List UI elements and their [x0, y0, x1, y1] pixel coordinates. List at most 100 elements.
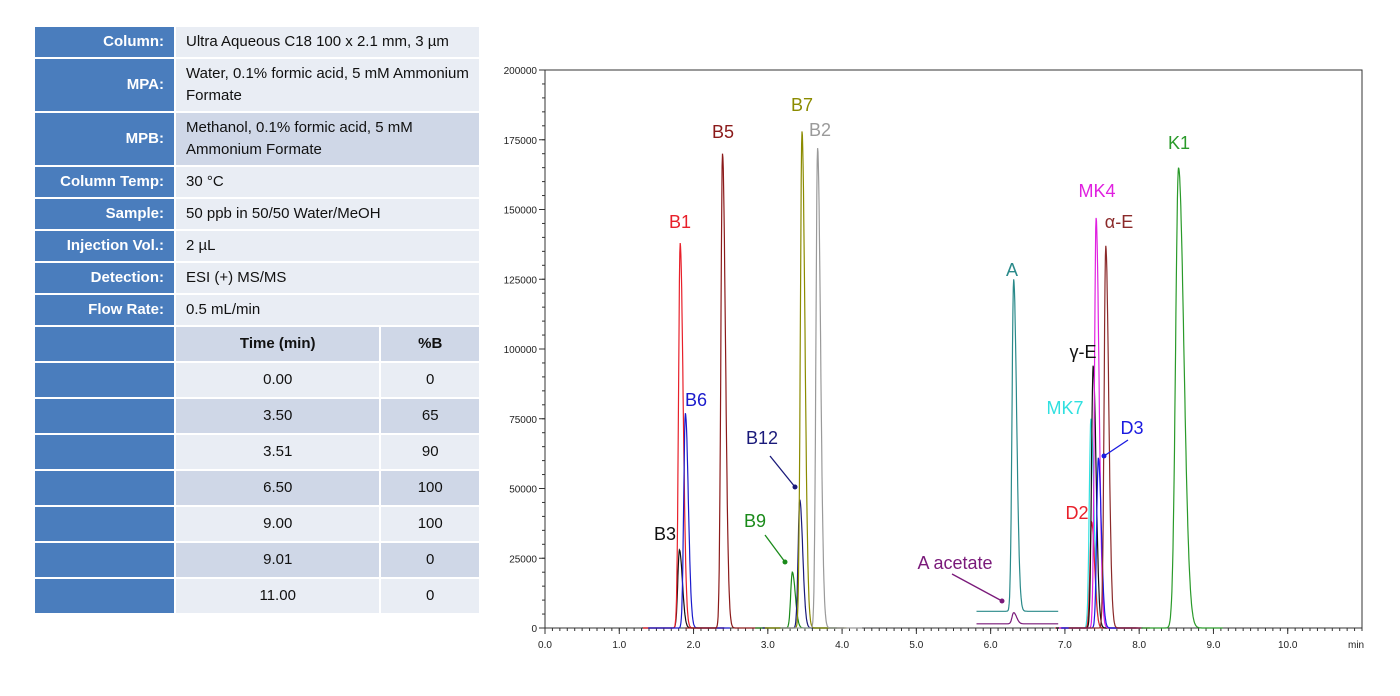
x-tick-label: 8.0 — [1132, 640, 1146, 651]
gradient-time: 0.00 — [173, 361, 382, 399]
x-axis-label: min — [1348, 640, 1364, 651]
peak-label: B3 — [654, 524, 676, 544]
arrow-head — [1101, 453, 1107, 459]
gradient-percent-b: 90 — [379, 433, 481, 471]
condition-label: Column: — [33, 25, 176, 59]
gradient-time: 3.51 — [173, 433, 382, 471]
condition-value: Ultra Aqueous C18 100 x 2.1 mm, 3 µm — [174, 25, 481, 59]
y-tick-label: 75000 — [509, 415, 537, 426]
blank-cell — [33, 397, 176, 435]
gradient-row: 9.00 100 — [33, 505, 481, 543]
x-tick-label: 2.0 — [687, 640, 701, 651]
gradient-percent-b: 100 — [379, 505, 481, 543]
peak-label: B6 — [685, 390, 707, 410]
gradient-header-time: Time (min) — [173, 325, 382, 363]
peak-arrow — [951, 573, 1003, 602]
condition-label: MPB: — [33, 111, 176, 167]
blank-cell — [33, 505, 176, 543]
condition-label: Sample: — [33, 197, 176, 231]
x-tick-label: 1.0 — [612, 640, 626, 651]
gradient-row: 3.51 90 — [33, 433, 481, 471]
peak-arrow — [769, 455, 796, 488]
gradient-percent-b: 0 — [379, 361, 481, 399]
peak-label: α-E — [1105, 212, 1133, 232]
x-tick-label: 0.0 — [538, 640, 552, 651]
gradient-percent-b: 0 — [379, 577, 481, 615]
condition-label: Flow Rate: — [33, 293, 176, 327]
peak-label: D3 — [1120, 418, 1143, 438]
gradient-percent-b: 0 — [379, 541, 481, 579]
condition-row: Detection: ESI (+) MS/MS — [33, 261, 481, 295]
condition-value: 30 °C — [174, 165, 481, 199]
peak-trace-6 — [764, 131, 847, 629]
y-tick-label: 25000 — [509, 554, 537, 565]
peak-label: B7 — [791, 95, 813, 115]
condition-value: 50 ppb in 50/50 Water/MeOH — [174, 197, 481, 231]
x-tick-label: 5.0 — [909, 640, 923, 651]
peak-label: A acetate — [917, 553, 992, 573]
peak-label: γ-E — [1070, 342, 1097, 362]
y-tick-label: 0 — [531, 624, 537, 635]
y-tick-label: 100000 — [504, 345, 538, 356]
x-tick-label: 3.0 — [761, 640, 775, 651]
condition-row: Injection Vol.: 2 µL — [33, 229, 481, 263]
gradient-row: 11.00 0 — [33, 577, 481, 615]
peak-trace-9 — [976, 279, 1059, 612]
condition-row: Sample: 50 ppb in 50/50 Water/MeOH — [33, 197, 481, 231]
blank-cell — [33, 577, 176, 615]
x-tick-label: 9.0 — [1207, 640, 1221, 651]
peak-trace-5 — [762, 499, 845, 629]
blank-cell — [33, 361, 176, 399]
condition-row: Column Temp: 30 °C — [33, 165, 481, 199]
peak-label: MK7 — [1046, 398, 1083, 418]
peak-trace-10 — [1053, 418, 1136, 629]
peak-trace-7 — [780, 148, 863, 629]
gradient-time: 3.50 — [173, 397, 382, 435]
gradient-time: 9.00 — [173, 505, 382, 543]
peak-trace-2 — [648, 413, 730, 629]
gradient-time: 9.01 — [173, 541, 382, 579]
condition-value: Water, 0.1% formic acid, 5 mM Ammonium F… — [174, 57, 481, 113]
peak-label: B9 — [744, 511, 766, 531]
plot-frame — [544, 69, 1363, 629]
x-tick-label: 7.0 — [1058, 640, 1072, 651]
peak-label: K1 — [1168, 133, 1190, 153]
arrow-head — [782, 559, 788, 565]
condition-label: Injection Vol.: — [33, 229, 176, 263]
condition-row: MPB: Methanol, 0.1% formic acid, 5 mM Amm… — [33, 111, 481, 167]
gradient-percent-b: 100 — [379, 469, 481, 507]
condition-value: Methanol, 0.1% formic acid, 5 mM Ammoniu… — [174, 111, 481, 167]
y-tick-label: 175000 — [504, 136, 538, 147]
peak-trace-3 — [685, 153, 768, 629]
y-tick-label: 200000 — [504, 66, 538, 77]
condition-row: Column: Ultra Aqueous C18 100 x 2.1 mm, 3… — [33, 25, 481, 59]
condition-row: Flow Rate: 0.5 mL/min — [33, 293, 481, 327]
y-tick-label: 150000 — [504, 206, 538, 217]
peak-trace-1 — [643, 242, 725, 629]
peak-trace-15 — [1068, 245, 1150, 629]
peak-label: B5 — [712, 122, 734, 142]
blank-cell — [33, 469, 176, 507]
peak-arrow — [764, 534, 786, 563]
blank-cell — [33, 433, 176, 471]
peak-label: B2 — [809, 120, 831, 140]
peak-label: D2 — [1065, 503, 1088, 523]
peak-label: B12 — [746, 428, 778, 448]
gradient-header-b: %B — [379, 325, 481, 363]
condition-value: ESI (+) MS/MS — [174, 261, 481, 295]
x-tick-label: 4.0 — [835, 640, 849, 651]
condition-row: MPA: Water, 0.1% formic acid, 5 mM Ammoni… — [33, 57, 481, 113]
peak-label: A — [1006, 260, 1018, 280]
x-tick-label: 6.0 — [984, 640, 998, 651]
y-tick-label: 125000 — [504, 275, 538, 286]
gradient-time: 11.00 — [173, 577, 382, 615]
gradient-percent-b: 65 — [379, 397, 481, 435]
peak-trace-16 — [1141, 167, 1223, 629]
condition-label: Detection: — [33, 261, 176, 295]
peak-arrow — [1103, 439, 1129, 457]
gradient-time: 6.50 — [173, 469, 382, 507]
condition-value: 0.5 mL/min — [174, 293, 481, 327]
condition-label: MPA: — [33, 57, 176, 113]
gradient-row: 3.50 65 — [33, 397, 481, 435]
